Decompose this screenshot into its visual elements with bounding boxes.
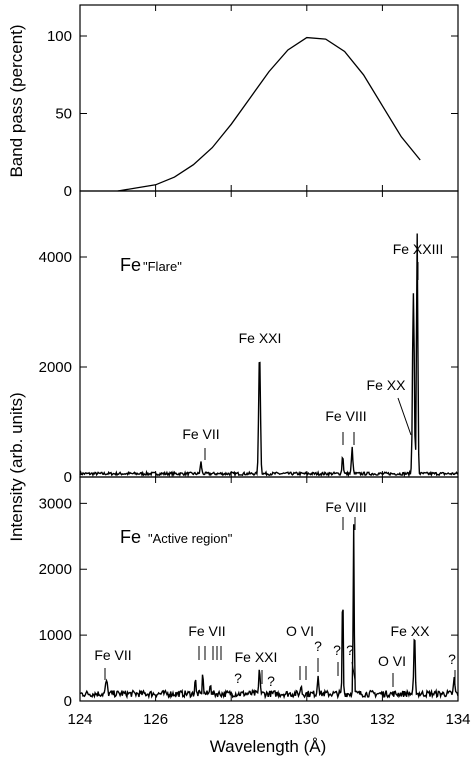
ar-label-fe-vii-2: Fe VII xyxy=(188,623,225,639)
x-tick-label: 130 xyxy=(294,711,319,728)
annotation-line xyxy=(397,397,412,436)
panel-label: Fe xyxy=(120,255,141,275)
x-tick-label: 126 xyxy=(143,711,168,728)
ar-question-1: ? xyxy=(234,670,242,686)
intensity-y-axis-title: Intensity (arb. units) xyxy=(7,392,26,541)
spectrum-line xyxy=(79,233,459,478)
x-axis-title: Wavelength (Å) xyxy=(210,737,327,756)
flare-label-fe-vii: Fe VII xyxy=(182,426,219,442)
y-tick-label: 50 xyxy=(55,106,72,123)
ar-label-fe-vii-1: Fe VII xyxy=(94,647,131,663)
bandpass-line xyxy=(117,36,421,192)
ar-question-2: ? xyxy=(267,673,275,689)
flare-label-fe-viii: Fe VIII xyxy=(325,408,366,424)
x-axis: 124 126 128 130 132 134 xyxy=(67,711,470,728)
y-tick-label: 4000 xyxy=(39,249,72,266)
y-tick-label: 100 xyxy=(47,28,72,45)
y-tick-label: 0 xyxy=(64,469,72,486)
ar-label-o-vi-2: O VI xyxy=(378,653,406,669)
x-tick-label: 132 xyxy=(370,711,395,728)
panel-2-frame xyxy=(79,476,459,702)
flare-label-fe-xxiii: Fe XXIII xyxy=(393,241,444,257)
y-tick-label: 1000 xyxy=(39,627,72,644)
x-tick-label: 128 xyxy=(219,711,244,728)
panel-label-sub: "Flare" xyxy=(143,259,182,274)
panel-label-sub: "Active region" xyxy=(148,531,233,546)
ar-label-o-vi-1: O VI xyxy=(286,623,314,639)
panel-0-frame xyxy=(79,4,459,192)
top-y-axis-title: Band pass (percent) xyxy=(7,24,26,177)
ar-question-3: ? xyxy=(314,638,322,654)
annotation-line xyxy=(351,661,356,681)
y-tick-label: 2000 xyxy=(39,561,72,578)
x-tick-label: 134 xyxy=(445,711,470,728)
ar-label-fe-xxi: Fe XXI xyxy=(235,649,278,665)
ar-label-fe-viii: Fe VIII xyxy=(325,499,366,515)
y-tick-label: 3000 xyxy=(39,495,72,512)
y-tick-label: 0 xyxy=(64,183,72,200)
panel-label: Fe xyxy=(120,527,141,547)
y-tick-label: 0 xyxy=(64,693,72,710)
ar-question-5: ? xyxy=(346,642,354,658)
ar-question-4: ? xyxy=(333,642,341,658)
ar-question-6: ? xyxy=(448,651,456,667)
x-tick-label: 124 xyxy=(67,711,92,728)
flare-label-fe-xx: Fe XX xyxy=(367,377,407,393)
spectrum-line xyxy=(79,524,459,700)
ar-label-fe-xx: Fe XX xyxy=(391,623,431,639)
y-tick-label: 2000 xyxy=(39,359,72,376)
flare-label-fe-xxi: Fe XXI xyxy=(239,330,282,346)
